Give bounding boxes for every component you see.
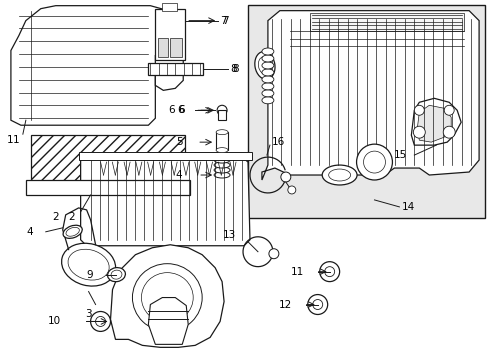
Ellipse shape (262, 55, 273, 62)
Ellipse shape (214, 167, 229, 173)
Circle shape (443, 105, 453, 115)
Polygon shape (11, 6, 183, 125)
Polygon shape (416, 105, 450, 142)
Bar (309, 13, 463, 31)
Ellipse shape (214, 172, 229, 178)
Ellipse shape (262, 97, 273, 104)
Text: 2: 2 (68, 212, 75, 222)
Bar (162, 3, 177, 11)
Bar (148, 63, 203, 75)
Polygon shape (262, 11, 478, 180)
Ellipse shape (254, 51, 274, 79)
Text: 15: 15 (393, 150, 406, 160)
Polygon shape (155, 50, 183, 90)
Ellipse shape (214, 157, 229, 163)
Ellipse shape (262, 76, 273, 83)
Bar (26, 180, 190, 195)
Circle shape (95, 316, 105, 327)
Circle shape (324, 267, 334, 276)
Ellipse shape (262, 48, 273, 55)
Ellipse shape (262, 83, 273, 90)
Ellipse shape (61, 243, 115, 286)
Ellipse shape (63, 225, 82, 238)
Polygon shape (81, 155, 249, 246)
Circle shape (90, 311, 110, 332)
Ellipse shape (262, 90, 273, 97)
Circle shape (268, 249, 278, 259)
Polygon shape (148, 298, 188, 345)
Text: 7: 7 (222, 15, 228, 26)
Text: 13: 13 (223, 230, 236, 240)
Text: 1: 1 (7, 135, 14, 145)
Ellipse shape (216, 130, 227, 135)
Ellipse shape (107, 267, 125, 282)
Text: 14: 14 (401, 202, 414, 212)
Bar (158, 37, 168, 58)
Text: 4: 4 (175, 170, 182, 180)
Ellipse shape (111, 270, 122, 279)
Text: 3: 3 (85, 310, 92, 319)
Text: 11: 11 (290, 267, 303, 276)
Ellipse shape (68, 249, 109, 280)
Text: 9: 9 (86, 270, 92, 280)
Text: 4: 4 (26, 227, 33, 237)
Ellipse shape (262, 69, 273, 76)
Circle shape (319, 262, 339, 282)
Circle shape (442, 126, 454, 138)
Ellipse shape (141, 273, 193, 323)
Circle shape (412, 126, 425, 138)
Text: 8: 8 (232, 64, 238, 75)
Text: 6: 6 (178, 105, 185, 115)
Ellipse shape (262, 62, 273, 69)
Text: 1: 1 (13, 135, 20, 145)
Circle shape (356, 144, 392, 180)
Bar (247, 5, 484, 218)
Text: 6: 6 (168, 105, 175, 115)
Circle shape (307, 294, 327, 315)
Text: 5: 5 (176, 137, 183, 147)
Polygon shape (410, 98, 460, 145)
Circle shape (413, 105, 424, 115)
Bar (216, 132, 227, 150)
Circle shape (280, 172, 290, 182)
Bar (31, 135, 185, 185)
Ellipse shape (258, 57, 271, 75)
Text: 10: 10 (47, 316, 61, 327)
Ellipse shape (132, 264, 202, 332)
Circle shape (217, 105, 226, 115)
Text: 12: 12 (278, 300, 291, 310)
Ellipse shape (214, 162, 229, 168)
Ellipse shape (328, 169, 350, 181)
Text: 6: 6 (177, 105, 184, 115)
Circle shape (287, 186, 295, 194)
Bar (155, 9, 185, 60)
Text: 7: 7 (220, 15, 226, 26)
Polygon shape (110, 245, 224, 347)
Ellipse shape (66, 228, 79, 236)
Ellipse shape (322, 165, 356, 185)
Ellipse shape (216, 148, 227, 153)
Circle shape (363, 151, 385, 173)
Text: 8: 8 (229, 64, 236, 75)
Circle shape (312, 300, 322, 310)
Text: 2: 2 (53, 212, 59, 222)
Bar (218, 110, 225, 120)
Bar (170, 37, 182, 58)
Bar (79, 152, 251, 160)
Text: 16: 16 (271, 137, 285, 147)
